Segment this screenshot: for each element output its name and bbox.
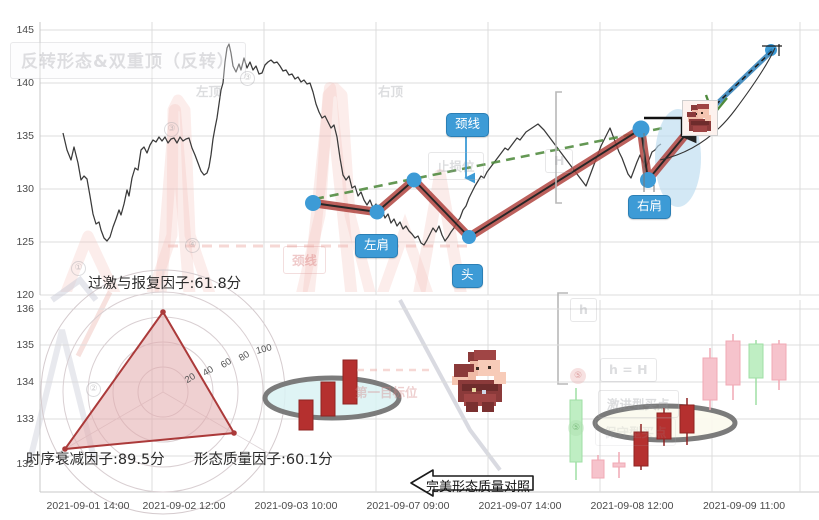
height-bracket-H [555, 91, 562, 204]
bottom-callout-text: 完美形态质量对照 [426, 480, 531, 495]
ytick-top-4: 125 [16, 236, 34, 248]
height-bracket-h [557, 292, 568, 385]
ytick-bottom-0: 136 [16, 303, 34, 315]
xtick-3: 2021-09-07 09:00 [366, 500, 450, 512]
ytick-top-1: 140 [16, 77, 34, 89]
right-candles [569, 334, 787, 480]
xtick-5: 2021-09-08 12:00 [590, 500, 674, 512]
bottom-callout-shape [410, 469, 534, 497]
ytick-bottom-3: 133 [16, 413, 34, 425]
ghost-diag-pink [75, 290, 113, 358]
label-neckline[interactable]: 颈线 [446, 113, 490, 137]
xtick-2: 2021-09-03 10:00 [254, 500, 338, 512]
ytick-top-0: 145 [16, 24, 34, 36]
radar-score-left: 时序衰减因子:89.5分 [26, 452, 165, 468]
projection-arc [659, 47, 776, 161]
target-projection-dash [702, 49, 774, 118]
ytick-bottom-4: 132 [16, 458, 34, 470]
label-left-shoulder[interactable]: 左肩 [355, 234, 399, 258]
left-candles [298, 359, 358, 431]
xtick-1: 2021-09-02 12:00 [142, 500, 226, 512]
ghost-pattern-overlay [60, 82, 433, 292]
ytick-top-3: 130 [16, 183, 34, 195]
ghost-diag-line [398, 299, 502, 472]
xtick-0: 2021-09-01 14:00 [46, 500, 130, 512]
radar-score-right: 形态质量因子:60.1分 [194, 452, 333, 468]
ghost-v-line-2 [27, 329, 98, 463]
radar-score-top: 过激与报复因子:61.8分 [88, 276, 242, 292]
ghost-pattern-overlay-2 [154, 82, 467, 292]
label-right-shoulder[interactable]: 右肩 [628, 195, 672, 219]
xtick-4: 2021-09-07 14:00 [478, 500, 562, 512]
xtick-6: 2021-09-09 11:00 [702, 500, 786, 512]
ytick-bottom-2: 134 [16, 376, 34, 388]
ytick-top-5: 120 [16, 289, 34, 301]
ytick-top-2: 135 [16, 130, 34, 142]
target-tick-mark [762, 44, 782, 56]
ytick-bottom-1: 135 [16, 339, 34, 351]
label-head[interactable]: 头 [452, 264, 483, 288]
mascot-sprite-small [682, 100, 718, 136]
mascot-sprite-large [448, 350, 514, 416]
